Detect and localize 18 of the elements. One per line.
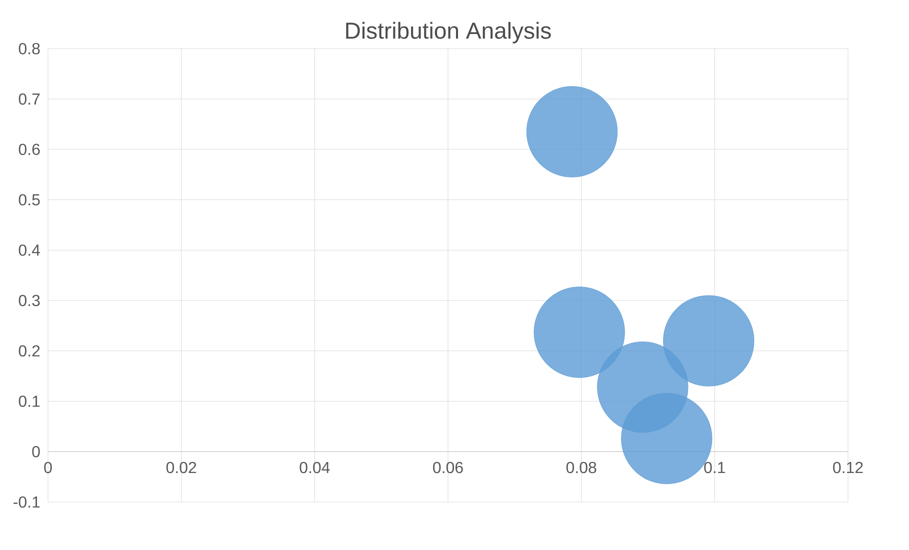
y-tick-label: 0.2 <box>18 345 40 357</box>
x-tick-label: 0.1 <box>704 462 726 474</box>
y-tick-label: 0 <box>32 446 40 458</box>
x-tick-label: 0.06 <box>433 462 463 474</box>
x-tick-label: 0.12 <box>833 462 863 474</box>
y-tick-label: 0.5 <box>18 194 40 206</box>
y-tick-label: 0.8 <box>18 43 40 54</box>
y-tick-label: 0.6 <box>18 144 40 156</box>
y-tick-label: 0.4 <box>18 244 40 256</box>
y-tick-label: -0.1 <box>14 496 40 508</box>
x-tick-label: 0.04 <box>300 462 330 474</box>
y-tick-label: 0.3 <box>18 294 40 306</box>
chart-title: Distribution Analysis <box>346 22 551 44</box>
x-tick-label: 0.08 <box>566 462 596 474</box>
y-tick-label: 0.7 <box>18 93 40 105</box>
x-tick-label: 0 <box>44 462 52 474</box>
x-tick-label: 0.02 <box>166 462 196 474</box>
y-tick-label: 0.1 <box>18 396 40 407</box>
